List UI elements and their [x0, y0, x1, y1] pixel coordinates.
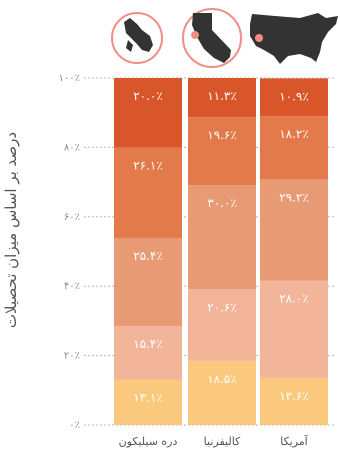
y-tick-label: ۱۰۰٪: [59, 73, 80, 84]
bar-segment: [188, 360, 256, 425]
bar-segment-label: ۲۰.۶٪: [207, 300, 237, 314]
bar-segment: [114, 326, 182, 380]
bar-segment-label: ۱۵.۴٪: [133, 337, 163, 351]
x-axis-categories: دره سیلیکون کالیفرنیا آمریکا: [119, 434, 309, 448]
y-tick-label: ۲۰٪: [64, 351, 80, 362]
bar-segment-label: ۱۰.۹٪: [279, 89, 309, 103]
bars: ۱۳.۱٪ ۱۵.۴٪ ۲۵.۴٪ ۲۶.۱٪ ۲۰.۰٪ ۱۸.۵٪ ۲۰.۶٪ ۳۰.۰٪…: [114, 78, 328, 425]
bar-segment-label: ۲۸.۰٪: [279, 292, 309, 306]
bar-segment: [114, 379, 182, 425]
x-category-label: دره سیلیکون: [119, 435, 178, 448]
category-icons: [111, 8, 338, 68]
bar-segment: [114, 147, 182, 238]
y-axis-title: درصد بر اساس میزان تحصیلات: [2, 132, 20, 328]
bar-segment: [114, 237, 182, 327]
bar-segment: [260, 179, 328, 281]
y-tick-label: ۰٪: [69, 420, 80, 431]
y-tick-label: ۶۰٪: [64, 212, 80, 223]
y-axis-ticks: ۰٪ ۲۰٪ ۴۰٪ ۶۰٪ ۸۰٪ ۱۰۰٪: [59, 73, 80, 431]
bar-segment: [188, 117, 256, 186]
bar-segment-label: ۱۱.۳٪: [207, 89, 237, 103]
bar-segment: [188, 78, 256, 118]
bar-segment-label: ۱۸.۵٪: [207, 372, 237, 386]
usa-map-icon: [250, 13, 338, 64]
california-map-icon: [182, 8, 242, 68]
bar-segment: [260, 280, 328, 378]
bar-segment-label: ۲۹.۲٪: [279, 190, 309, 204]
bar-segment-label: ۲۵.۴٪: [133, 249, 163, 263]
bar-segment-label: ۱۸.۲٪: [279, 127, 309, 141]
bar-segment-label: ۱۹.۶٪: [207, 128, 237, 142]
y-tick-label: ۸۰٪: [64, 142, 80, 153]
bar-segment: [260, 116, 328, 180]
bar-segment: [260, 78, 328, 117]
bar-segment-label: ۲۶.۱٪: [133, 158, 163, 172]
bar-segment: [114, 78, 182, 148]
bar-segment-label: ۱۳.۱٪: [133, 391, 163, 405]
x-category-label: آمریکا: [280, 434, 308, 448]
bar-segment: [260, 377, 328, 425]
bar-segment-label: ۱۳.۶٪: [279, 389, 309, 403]
y-tick-label: ۴۰٪: [64, 281, 80, 292]
bar-segment-label: ۲۰.۰٪: [133, 89, 163, 103]
bar-segment: [188, 289, 256, 361]
bar-segment: [188, 185, 256, 290]
silicon-valley-map-icon: [111, 12, 163, 64]
x-category-label: کالیفرنیا: [204, 435, 241, 448]
bar-segment-label: ۳۰.۰٪: [207, 196, 237, 210]
